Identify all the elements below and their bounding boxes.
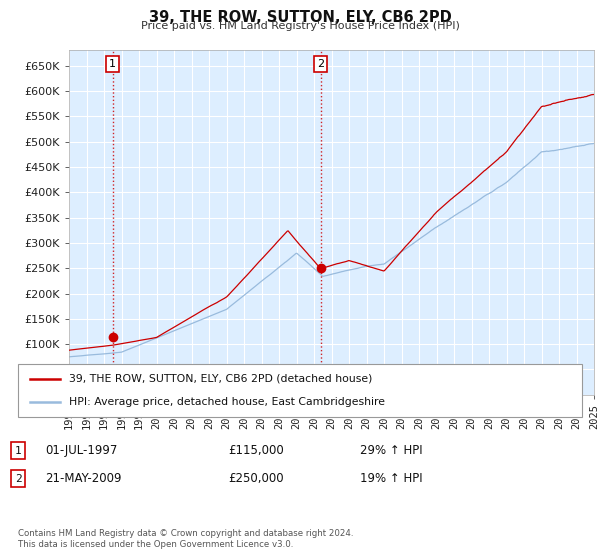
Text: £250,000: £250,000 [228,472,284,486]
Text: 29% ↑ HPI: 29% ↑ HPI [360,444,422,458]
Text: 19% ↑ HPI: 19% ↑ HPI [360,472,422,486]
Text: 1: 1 [109,59,116,69]
Text: 1: 1 [14,446,22,456]
Text: Contains HM Land Registry data © Crown copyright and database right 2024.
This d: Contains HM Land Registry data © Crown c… [18,529,353,549]
Text: 01-JUL-1997: 01-JUL-1997 [45,444,118,458]
Text: 39, THE ROW, SUTTON, ELY, CB6 2PD (detached house): 39, THE ROW, SUTTON, ELY, CB6 2PD (detac… [69,374,373,384]
Text: 21-MAY-2009: 21-MAY-2009 [45,472,121,486]
Text: 2: 2 [14,474,22,484]
Text: £115,000: £115,000 [228,444,284,458]
Text: 2: 2 [317,59,324,69]
Text: 39, THE ROW, SUTTON, ELY, CB6 2PD: 39, THE ROW, SUTTON, ELY, CB6 2PD [149,10,451,25]
Text: Price paid vs. HM Land Registry's House Price Index (HPI): Price paid vs. HM Land Registry's House … [140,21,460,31]
Text: HPI: Average price, detached house, East Cambridgeshire: HPI: Average price, detached house, East… [69,397,385,407]
